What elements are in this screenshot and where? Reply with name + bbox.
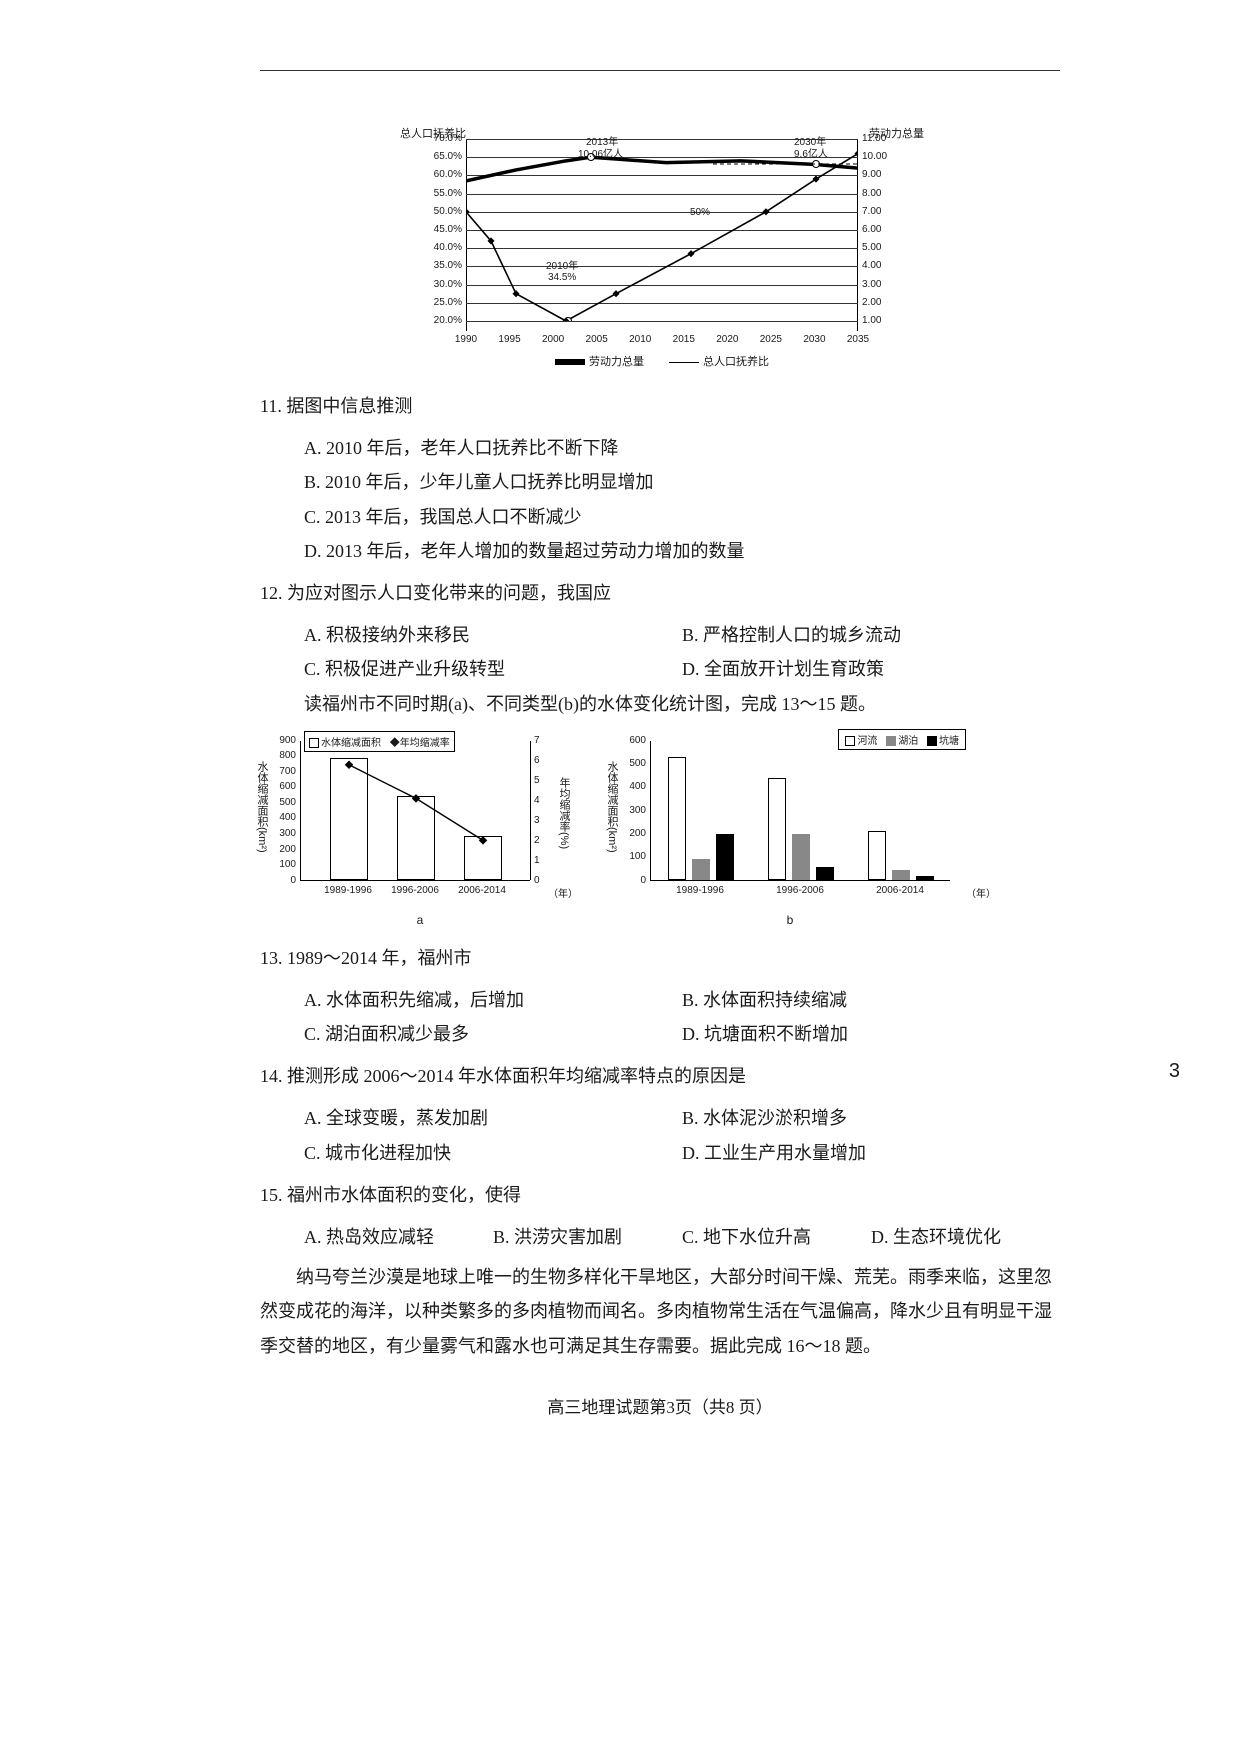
- chart-lines: [466, 139, 858, 321]
- annot-50: 50%: [690, 207, 710, 218]
- q12-B[interactable]: B. 严格控制人口的城乡流动: [682, 618, 1060, 652]
- annot-2010: 2010年34.5%: [546, 257, 578, 283]
- chart-b-plot: [650, 741, 950, 881]
- q11-stem: 11. 据图中信息推测: [260, 389, 1060, 423]
- q11-A[interactable]: A. 2010 年后，老年人口抚养比不断下降: [304, 431, 1060, 465]
- chart-a-legend: 水体缩减面积 ◆年均缩减率: [304, 731, 455, 752]
- q12-C[interactable]: C. 积极促进产业升级转型: [304, 652, 682, 686]
- q13-D[interactable]: D. 坑塘面积不断增加: [682, 1017, 1060, 1051]
- q13-stem: 13. 1989～2014 年，福州市: [260, 941, 1060, 975]
- q14-A[interactable]: A. 全球变暖，蒸发加剧: [304, 1101, 682, 1135]
- q12-stem: 12. 为应对图示人口变化带来的问题，我国应: [260, 576, 1060, 610]
- page-footer: 高三地理试题第3页（共8 页）: [260, 1393, 1060, 1418]
- chart-a: 水体缩减面积(km²) 年均缩减率(%) 水体缩减面积 ◆年均缩减率 a 010…: [260, 731, 580, 921]
- annot-2030-val: 9.6亿人: [794, 145, 828, 160]
- q13-A[interactable]: A. 水体面积先缩减，后增加: [304, 983, 682, 1017]
- q13-C[interactable]: C. 湖泊面积减少最多: [304, 1017, 682, 1051]
- chart-b-caption: b: [787, 913, 794, 927]
- annot-2013-val: 10.06亿人: [578, 145, 623, 160]
- page-number: 3: [1169, 1060, 1180, 1083]
- chart-a-caption: a: [417, 913, 424, 927]
- chart-a-yr-label: 年均缩减率(%): [556, 777, 572, 849]
- q15-C[interactable]: C. 地下水位升高: [682, 1220, 871, 1254]
- q11-B[interactable]: B. 2010 年后，少年儿童人口抚养比明显增加: [304, 465, 1060, 499]
- q13-B[interactable]: B. 水体面积持续缩减: [682, 983, 1060, 1017]
- q15-A[interactable]: A. 热岛效应减轻: [304, 1220, 493, 1254]
- q15-stem: 15. 福州市水体面积的变化，使得: [260, 1178, 1060, 1212]
- chart-b: 水体缩减面积(km²) 河流 湖泊 坑塘 b 01002003004005006…: [610, 731, 970, 921]
- q14-stem: 14. 推测形成 2006～2014 年水体面积年均缩减率特点的原因是: [260, 1059, 1060, 1093]
- q15-B[interactable]: B. 洪涝灾害加剧: [493, 1220, 682, 1254]
- chart-a-plot: [300, 741, 530, 881]
- population-chart: 总人口抚养比 劳动力总量 20.0%1.0025.0%2.0030.0%3.00…: [410, 131, 910, 371]
- q14-B[interactable]: B. 水体泥沙淤积增多: [682, 1101, 1060, 1135]
- q12-D[interactable]: D. 全面放开计划生育政策: [682, 652, 1060, 686]
- q14-D[interactable]: D. 工业生产用水量增加: [682, 1136, 1060, 1170]
- q11-D[interactable]: D. 2013 年后，老年人增加的数量超过劳动力增加的数量: [304, 534, 1060, 568]
- intro-fuzhou: 读福州市不同时期(a)、不同类型(b)的水体变化统计图，完成 13～15 题。: [304, 687, 1060, 721]
- chart-legend: 劳动力总量 总人口抚养比: [466, 353, 858, 369]
- chart-b-legend: 河流 湖泊 坑塘: [838, 729, 966, 750]
- q14-C[interactable]: C. 城市化进程加快: [304, 1136, 682, 1170]
- passage-namakualand: 纳马夸兰沙漠是地球上唯一的生物多样化干旱地区，大部分时间干燥、荒芜。雨季来临，这…: [260, 1260, 1060, 1363]
- q15-D[interactable]: D. 生态环境优化: [871, 1220, 1060, 1254]
- q11-C[interactable]: C. 2013 年后，我国总人口不断减少: [304, 500, 1060, 534]
- q12-A[interactable]: A. 积极接纳外来移民: [304, 618, 682, 652]
